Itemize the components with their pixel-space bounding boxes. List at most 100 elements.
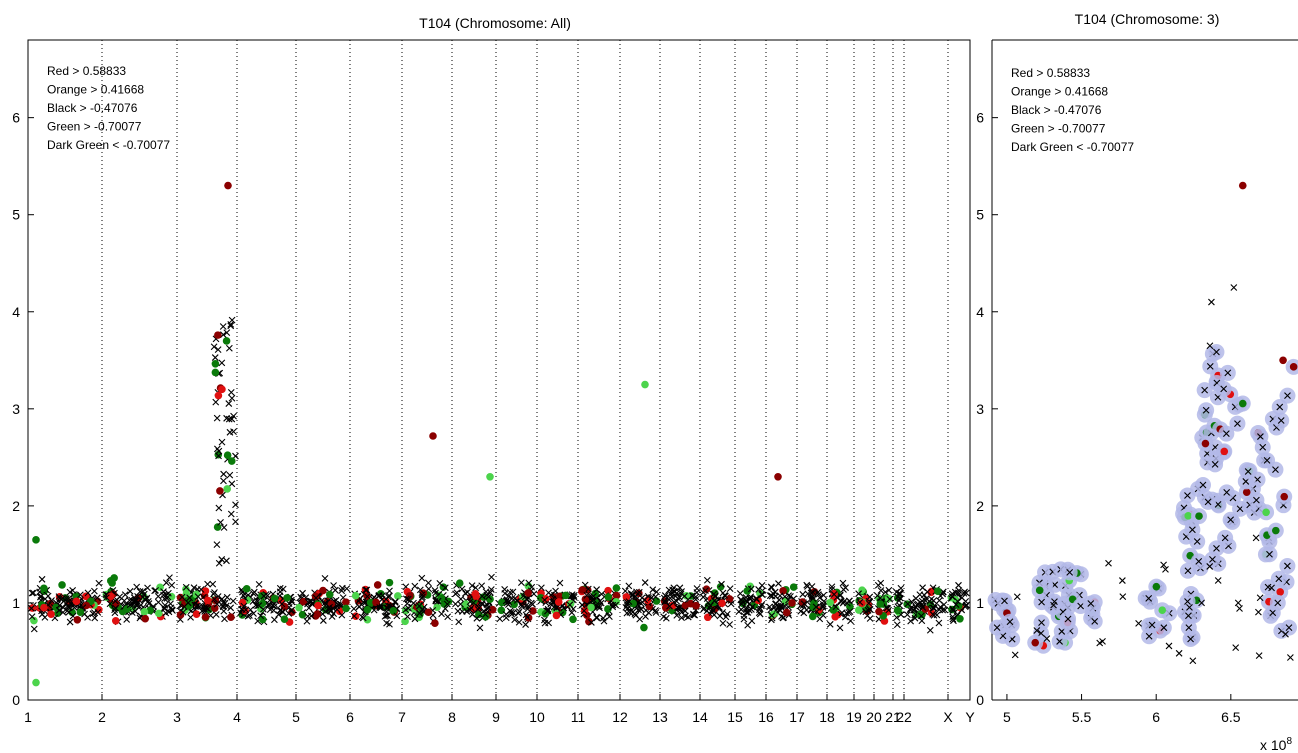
data-point-cross: [703, 576, 711, 584]
data-point-cross: [1274, 599, 1282, 607]
data-point: [216, 487, 224, 495]
data-point-cross: [1135, 619, 1142, 627]
data-point: [497, 598, 506, 607]
data-point-cross: [178, 593, 186, 601]
data-point-highlight: [1230, 284, 1238, 291]
data-point-cross: [411, 582, 419, 590]
data-point-cross: [305, 604, 313, 612]
data-point-cross: [167, 600, 174, 608]
data-point-cross: [71, 604, 78, 611]
data-point: [779, 586, 787, 595]
data-point-cross: [1066, 568, 1074, 576]
data-point-cross: [819, 602, 827, 610]
legend-entry: Black > -0.47076: [47, 101, 138, 115]
data-point-cross: [952, 601, 960, 608]
data-point-cross: [30, 625, 38, 633]
data-point: [645, 602, 654, 611]
data-point-cross: [250, 588, 258, 596]
data-point-cross: [102, 594, 110, 601]
data-point-cross: [693, 585, 701, 592]
x-tick-label: 12: [612, 709, 628, 725]
data-point-cross: [1232, 644, 1240, 652]
data-point: [76, 608, 85, 616]
data-point: [854, 606, 863, 614]
data-point-cross: [1038, 598, 1045, 606]
data-point-cross: [838, 598, 845, 605]
data-point-cross: [331, 586, 339, 594]
data-point-cross: [596, 597, 604, 605]
data-point-cross: [38, 575, 46, 583]
data-point: [555, 592, 564, 601]
data-point-cross: [673, 597, 681, 605]
data-point-cross: [1186, 603, 1193, 611]
data-point: [238, 598, 247, 607]
data-point-cross: [885, 586, 893, 594]
y-tick-label-chr3: 4: [976, 304, 984, 320]
data-point: [510, 600, 518, 609]
data-point-cross: [812, 603, 820, 611]
data-point-cross: [747, 585, 755, 593]
data-point-cross: [895, 589, 903, 597]
data-point-cross: [1234, 420, 1241, 427]
data-point-cross: [133, 583, 141, 591]
data-point: [258, 615, 267, 624]
data-point-cross: [363, 586, 371, 594]
data-point-cross: [1214, 577, 1222, 584]
data-point: [394, 592, 402, 600]
data-point-cross: [219, 331, 227, 339]
data-point-cross: [228, 480, 236, 488]
data-point-cross: [641, 579, 649, 586]
data-point: [875, 607, 883, 616]
data-point-cross: [419, 593, 426, 601]
data-point-highlight: [486, 472, 494, 481]
y-tick-label-chr3: 5: [976, 207, 984, 223]
data-point-cross: [1145, 632, 1153, 640]
data-point-cross: [382, 612, 390, 620]
data-point-cross: [130, 594, 138, 601]
data-point-cross: [846, 597, 853, 605]
data-point-cross: [841, 613, 849, 621]
data-point: [581, 595, 590, 603]
data-point-cross: [179, 608, 187, 616]
data-point-cross: [321, 574, 329, 582]
y-tick-label: 0: [12, 692, 20, 708]
data-point: [554, 598, 563, 606]
data-point-cross: [814, 588, 822, 596]
data-point-cross: [776, 606, 783, 614]
data-point: [342, 598, 350, 606]
data-point-cross: [1160, 561, 1167, 569]
data-point-cross: [487, 586, 495, 593]
data-point: [640, 623, 648, 632]
data-point-cross: [121, 591, 129, 599]
data-point-cross: [578, 601, 586, 609]
data-point-cross: [954, 589, 962, 597]
data-point-cross: [524, 605, 531, 613]
data-point-cross: [511, 616, 519, 624]
data-point-cross: [639, 598, 646, 606]
data-point-cross: [568, 609, 576, 617]
data-point-cross: [1211, 461, 1219, 468]
data-point-cross: [404, 613, 411, 621]
data-point-cross: [126, 587, 134, 595]
data-point-highlight: [1206, 342, 1214, 350]
data-point-cross: [625, 598, 633, 606]
data-point: [214, 391, 223, 400]
data-point: [743, 587, 752, 595]
data-point: [204, 596, 212, 605]
data-point-cross: [518, 603, 526, 610]
data-point-cross: [781, 602, 789, 610]
data-point-cross: [1043, 635, 1051, 643]
data-point: [1271, 526, 1280, 535]
data-point-cross: [719, 589, 727, 597]
data-point: [363, 615, 372, 624]
data-point-cross: [769, 590, 777, 598]
data-point: [1195, 512, 1203, 520]
data-point: [1262, 508, 1270, 517]
y-tick-label-chr3: 0: [976, 692, 984, 708]
data-point: [1238, 399, 1247, 408]
data-point-cross: [727, 600, 735, 608]
data-point-cross: [816, 615, 824, 623]
data-point-cross: [775, 580, 782, 587]
data-point-cross: [540, 616, 548, 624]
